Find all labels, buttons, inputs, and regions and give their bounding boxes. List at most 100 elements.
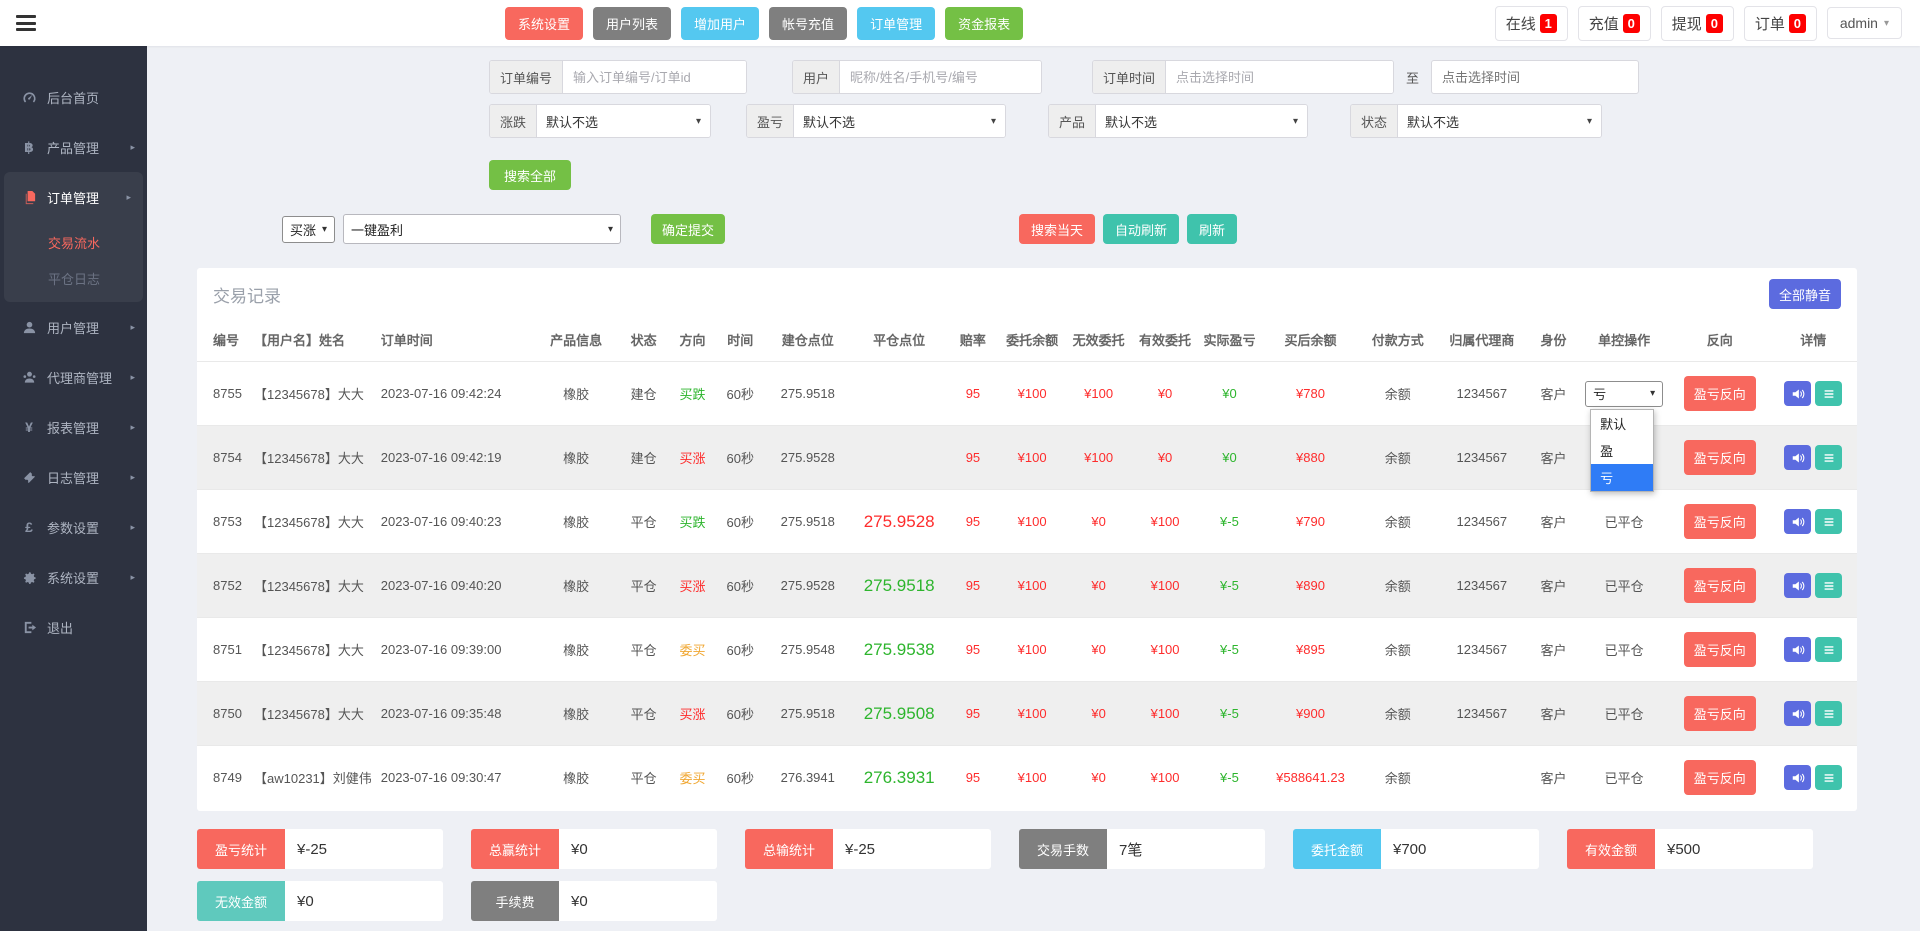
speaker-button[interactable]	[1784, 509, 1812, 534]
speaker-button[interactable]	[1784, 381, 1812, 406]
speaker-button[interactable]	[1784, 445, 1812, 470]
system-settings-button[interactable]: 系统设置	[505, 6, 584, 40]
auto-refresh-button[interactable]: 自动刷新	[1102, 214, 1179, 244]
profit-reverse-button[interactable]: 盈亏反向	[1683, 632, 1756, 667]
hamburger-menu-icon[interactable]	[16, 12, 36, 35]
refresh-button[interactable]: 刷新	[1186, 214, 1237, 244]
time-start-input[interactable]	[1166, 61, 1393, 93]
agents-icon	[18, 370, 40, 385]
sidebar-item-system-settings[interactable]: 系统设置 ▸	[0, 552, 147, 602]
detail-list-button[interactable]	[1815, 637, 1843, 662]
one-key-profit-select[interactable]: 一键盈利 ▾	[343, 214, 622, 244]
detail-list-button[interactable]	[1815, 445, 1843, 470]
stat-value: ¥0	[559, 881, 717, 921]
profit-reverse-button[interactable]: 盈亏反向	[1683, 440, 1756, 475]
sidebar-item-orders[interactable]: 订单管理 ▸	[4, 172, 143, 222]
updown-select[interactable]: 默认不选 ▾	[537, 105, 710, 137]
mute-all-button[interactable]: 全部静音	[1769, 279, 1841, 309]
product-select[interactable]: 默认不选 ▾	[1096, 105, 1307, 137]
role: 客户	[1528, 681, 1579, 746]
search-all-button[interactable]: 搜索全部	[489, 160, 571, 190]
odds: 95	[946, 489, 999, 554]
status: 建仓	[618, 361, 669, 426]
col-after-balance: 买后余额	[1284, 333, 1337, 348]
speaker-button[interactable]	[1784, 637, 1812, 662]
search-today-button[interactable]: 搜索当天	[1018, 214, 1095, 244]
dropdown-option[interactable]: 盈	[1600, 443, 1614, 459]
detail-list-button[interactable]	[1815, 701, 1843, 726]
bitcoin-icon: ฿	[24, 138, 34, 155]
admin-dropdown[interactable]: admin ▾	[1826, 7, 1902, 39]
close-point: 275.9518	[851, 553, 947, 618]
col-status: 状态	[630, 333, 657, 348]
profit-reverse-button[interactable]: 盈亏反向	[1683, 696, 1756, 731]
add-user-button[interactable]: 增加用户	[681, 6, 760, 40]
detail-list-button[interactable]	[1815, 573, 1843, 598]
stat-label: 委托金额	[1293, 829, 1381, 869]
reverse-cell: 盈亏反向	[1669, 681, 1770, 746]
table-header-row: 编号 【用户名】姓名 订单时间 产品信息 状态 方向 时间 建仓点位 平仓点位 …	[197, 318, 1857, 362]
user-name: 【12345678】大大	[251, 489, 378, 554]
confirm-submit-button[interactable]: 确定提交	[651, 214, 726, 244]
speaker-button[interactable]	[1784, 573, 1812, 598]
open-point: 275.9548	[764, 617, 852, 682]
invalid-entrust: ¥0	[1065, 745, 1132, 809]
sidebar-subitem-close-log[interactable]: 平仓日志	[4, 262, 143, 302]
detail-list-button[interactable]	[1815, 381, 1843, 406]
filter-panel: 订单编号 用户 订单时间 至 涨跌 默认不选 ▾	[489, 60, 1857, 138]
speaker-button[interactable]	[1784, 701, 1812, 726]
sidebar-item-reports[interactable]: ¥ 报表管理 ▸	[0, 402, 147, 452]
role: 客户	[1528, 425, 1579, 490]
fund-report-button[interactable]: 资金报表	[945, 6, 1024, 40]
yen-icon: ¥	[25, 419, 33, 435]
speaker-icon	[1792, 516, 1805, 527]
col-reverse: 反向	[1706, 333, 1733, 348]
direction-select[interactable]: 买涨 ▾	[282, 215, 336, 243]
dropdown-option[interactable]: 亏	[1591, 463, 1654, 491]
dropdown-option[interactable]: 默认	[1600, 416, 1627, 432]
sidebar-item-agents[interactable]: 代理商管理 ▸	[0, 352, 147, 402]
sidebar-item-parameters[interactable]: £ 参数设置 ▸	[0, 502, 147, 552]
sidebar-item-dashboard[interactable]: 后台首页	[0, 72, 147, 122]
stat-value: ¥0	[285, 881, 443, 921]
profit-reverse-button[interactable]: 盈亏反向	[1683, 760, 1756, 795]
control-select[interactable]: 亏 ▾ 默认盈亏	[1585, 380, 1664, 492]
sidebar-subitem-trade-flow[interactable]: 交易流水	[4, 222, 143, 262]
user-list-button[interactable]: 用户列表	[593, 6, 672, 40]
control-bar: 买涨 ▾ 一键盈利 ▾ 确定提交 搜索当天 自动刷新 刷新	[282, 214, 1857, 244]
order-counter[interactable]: 订单 0	[1743, 5, 1817, 41]
speaker-button[interactable]	[1784, 765, 1812, 790]
time-end-input[interactable]	[1431, 60, 1640, 94]
detail-list-button[interactable]	[1815, 509, 1843, 534]
valid-entrust: ¥100	[1131, 745, 1199, 809]
recharge-counter[interactable]: 充值 0	[1577, 5, 1651, 41]
sidebar-item-products[interactable]: ฿ 产品管理 ▸	[0, 122, 147, 172]
col-product: 产品信息	[550, 333, 603, 348]
withdraw-counter[interactable]: 提现 0	[1660, 5, 1734, 41]
reverse-cell: 盈亏反向	[1669, 425, 1770, 490]
profit-reverse-button[interactable]: 盈亏反向	[1683, 376, 1756, 411]
stat-box: 交易手数 7笔	[1019, 829, 1265, 869]
account-recharge-button[interactable]: 帐号充值	[769, 6, 848, 40]
open-point: 275.9518	[764, 681, 852, 746]
online-counter[interactable]: 在线 1	[1494, 5, 1568, 41]
profit-select[interactable]: 默认不选 ▾	[794, 105, 1005, 137]
state-select[interactable]: 默认不选 ▾	[1398, 105, 1601, 137]
profit-reverse-button[interactable]: 盈亏反向	[1683, 504, 1756, 539]
entrust-balance: ¥100	[998, 361, 1066, 426]
detail-list-icon	[1824, 581, 1834, 590]
direction: 买涨	[668, 425, 717, 490]
card-header: 交易记录 全部静音	[197, 268, 1857, 318]
duration: 60秒	[716, 617, 765, 682]
after-balance: ¥780	[1260, 361, 1361, 426]
detail-list-button[interactable]	[1815, 765, 1843, 790]
direction: 买涨	[668, 681, 717, 746]
profit-reverse-button[interactable]: 盈亏反向	[1683, 568, 1756, 603]
order-manage-button[interactable]: 订单管理	[857, 6, 936, 40]
user-input[interactable]	[840, 61, 1041, 93]
order-no-input[interactable]	[563, 61, 746, 93]
sidebar-item-logout[interactable]: 退出	[0, 602, 147, 652]
actual-profit: ¥-5	[1198, 489, 1261, 554]
sidebar-item-logs[interactable]: 日志管理 ▸	[0, 452, 147, 502]
sidebar-item-users[interactable]: 用户管理 ▸	[0, 302, 147, 352]
